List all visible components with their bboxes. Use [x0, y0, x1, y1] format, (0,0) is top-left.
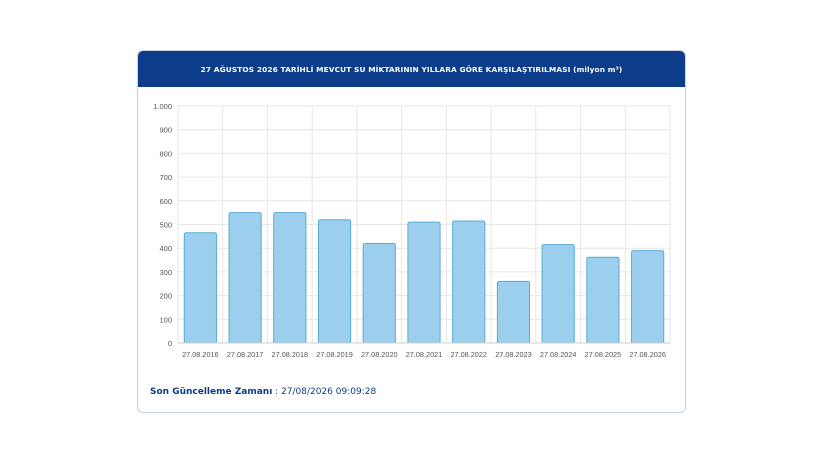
bar: [452, 220, 486, 344]
last-update-label: Son Güncelleme Zamanı: [150, 387, 273, 397]
x-tick-label: 27.08.2026: [629, 350, 666, 359]
x-tick-label: 27.08.2018: [272, 350, 309, 359]
y-tick-label: 400: [159, 244, 172, 253]
bar: [228, 212, 262, 344]
bar: [317, 219, 352, 344]
last-update-value: : 27/08/2026 09:09:28: [272, 387, 377, 397]
x-tick-label: 27.08.2021: [406, 350, 443, 359]
y-tick-label: 600: [159, 197, 172, 206]
y-tick-label: 300: [159, 268, 172, 277]
x-tick-label: 27.08.2022: [450, 350, 487, 359]
bar-chart: 0 100 200 300 400 500 600 700 800 900 1.000 27.08.2…: [153, 102, 671, 359]
x-tick-label: 27.08.2023: [495, 350, 532, 359]
chart-title: 27 AĞUSTOS 2026 TARİHLİ MEVCUT SU MİKTAR…: [138, 51, 685, 87]
y-tick-label: 1.000: [153, 102, 172, 111]
y-tick-label: 0: [168, 339, 172, 348]
y-tick-label: 100: [159, 315, 172, 324]
y-tick-label: 200: [159, 292, 172, 301]
x-tick-label: 27.08.2019: [316, 350, 353, 359]
bar: [586, 256, 620, 344]
last-update: Son Güncelleme Zamanı : 27/08/2026 09:09…: [150, 387, 376, 397]
bar: [496, 280, 531, 344]
y-tick-label: 500: [159, 221, 172, 230]
y-tick-label: 700: [159, 173, 172, 182]
bar: [183, 232, 217, 344]
bar: [631, 250, 665, 344]
bar: [407, 221, 441, 344]
x-tick-label: 27.08.2025: [585, 350, 622, 359]
x-tick-label: 27.08.2020: [361, 350, 398, 359]
x-tick-label: 27.08.2016: [182, 350, 219, 359]
bar: [362, 242, 396, 344]
bar: [541, 244, 575, 344]
y-tick-label: 900: [159, 126, 172, 135]
chart-card: 27 AĞUSTOS 2026 TARİHLİ MEVCUT SU MİKTAR…: [137, 50, 686, 413]
x-tick-label: 27.08.2024: [540, 350, 577, 359]
x-tick-label: 27.08.2017: [227, 350, 264, 359]
bar: [273, 212, 307, 344]
y-tick-label: 800: [159, 149, 172, 158]
